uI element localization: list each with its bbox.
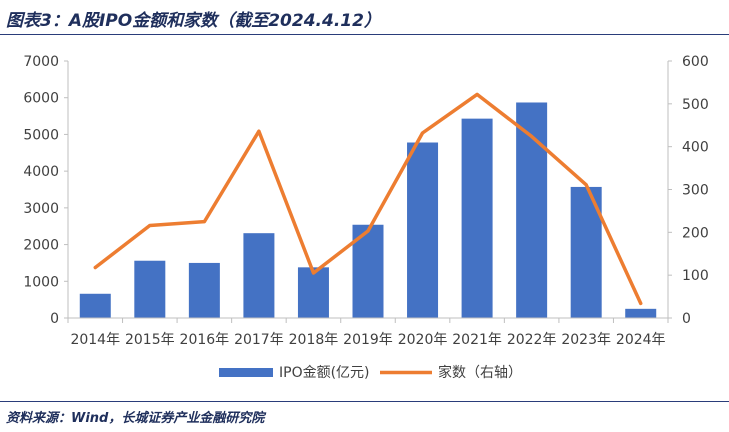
left-tick-label: 7000	[23, 54, 59, 70]
x-axis: 2014年 2015年 2016年 2017年 2018年 2019年 2020年 2021年…	[67, 317, 669, 348]
x-tick-label: 2018年	[289, 332, 339, 348]
chart-canvas: 0 1000 2000 3000 4000 5000 6000 7000 0 100 200 300…	[23, 54, 709, 381]
right-tick-label: 0	[682, 311, 691, 327]
bar	[297, 267, 329, 318]
bar	[243, 233, 275, 318]
line-point	[639, 301, 643, 305]
line-point	[584, 183, 588, 187]
legend-swatch-bar	[219, 368, 273, 377]
line-point	[202, 220, 206, 224]
figure-header: 图表3：A股IPO金额和家数（截至2024.4.12）	[0, 0, 729, 35]
bar	[625, 308, 657, 318]
chart-title: 图表3：A股IPO金额和家数（截至2024.4.12）	[6, 11, 381, 31]
x-tick-label: 2021年	[452, 332, 502, 348]
legend-label-line: 家数（右轴）	[438, 364, 522, 381]
line-point	[530, 134, 534, 138]
bar	[461, 118, 493, 319]
x-tick-label: 2015年	[125, 332, 175, 348]
line-point	[421, 131, 425, 135]
line-point	[93, 265, 97, 269]
bar	[79, 293, 111, 318]
left-axis: 0 1000 2000 3000 4000 5000 6000 7000	[23, 54, 69, 327]
line-point	[257, 129, 261, 133]
x-tick-label: 2014年	[70, 332, 120, 348]
bar	[188, 262, 220, 318]
right-tick-label: 600	[682, 54, 709, 70]
line-point	[311, 271, 315, 275]
left-tick-label: 5000	[23, 127, 59, 143]
left-tick-label: 6000	[23, 91, 59, 107]
left-tick-label: 1000	[23, 274, 59, 290]
footer-divider	[0, 401, 729, 402]
x-tick-label: 2022年	[507, 332, 557, 348]
line-series	[93, 92, 643, 306]
line-point	[148, 223, 152, 227]
right-tick-label: 500	[682, 97, 709, 113]
bar-series	[79, 102, 657, 319]
source-note: 资料来源：Wind，长城证券产业金融研究院	[6, 411, 265, 426]
x-tick-label: 2024年	[616, 332, 666, 348]
left-tick-label: 4000	[23, 164, 59, 180]
right-tick-label: 300	[682, 183, 709, 199]
line-point	[475, 92, 479, 96]
left-tick-label: 3000	[23, 201, 59, 217]
left-tick-label: 2000	[23, 238, 59, 254]
right-tick-label: 400	[682, 140, 709, 156]
x-tick-label: 2020年	[398, 332, 448, 348]
right-axis: 0 100 200 300 400 500 600	[667, 54, 709, 327]
right-tick-label: 100	[682, 268, 709, 284]
legend: IPO金额(亿元) 家数（右轴）	[219, 364, 522, 381]
line-point	[366, 229, 370, 233]
x-tick-label: 2023年	[561, 332, 611, 348]
x-tick-label: 2019年	[343, 332, 393, 348]
bar	[407, 142, 439, 318]
legend-label-bar: IPO金额(亿元)	[279, 365, 370, 381]
left-tick-label: 0	[50, 311, 59, 327]
right-tick-label: 200	[682, 225, 709, 241]
x-tick-label: 2017年	[234, 332, 284, 348]
x-tick-label: 2016年	[180, 332, 230, 348]
bar	[134, 260, 166, 318]
